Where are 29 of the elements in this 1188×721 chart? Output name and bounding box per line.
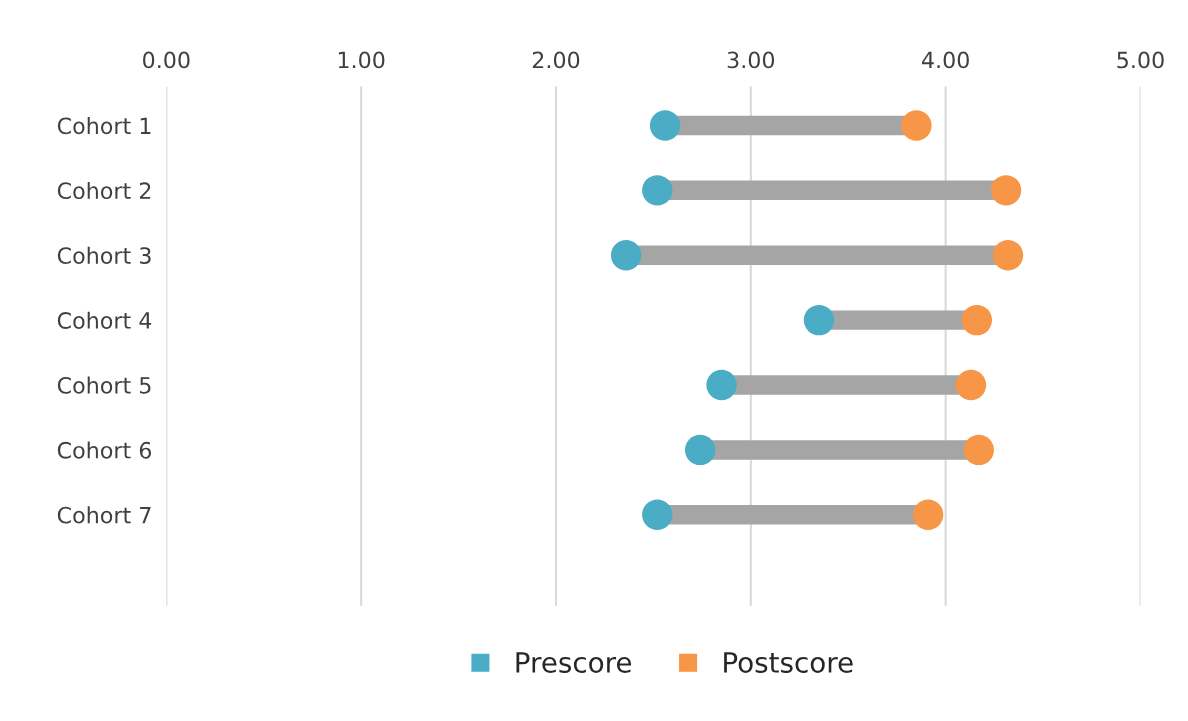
x-tick-label: 1.00 [338, 51, 385, 69]
legend-label: Prescore [516, 652, 632, 673]
x-tick-label: 5.00 [1117, 51, 1164, 69]
x-tick-label: 3.00 [727, 51, 775, 69]
point [642, 175, 673, 206]
y-tick-label: Cohort 7 [57, 506, 151, 524]
y-tick-label: Cohort 5 [57, 376, 151, 394]
y-tick-label: Cohort 4 [57, 311, 152, 329]
point [963, 434, 994, 466]
point [706, 369, 737, 401]
point [649, 110, 681, 141]
point [961, 304, 993, 336]
point [955, 369, 987, 401]
x-tick-label: 4.00 [922, 51, 969, 69]
point [990, 175, 1022, 206]
point [803, 304, 835, 336]
point [992, 240, 1024, 271]
point [684, 434, 716, 466]
y-tick-label: Cohort 3 [57, 246, 151, 264]
y-tick-label: Cohort 2 [57, 181, 151, 200]
y-tick-label: Cohort 6 [57, 441, 152, 459]
y-tick-label: Cohort 1 [57, 117, 151, 135]
legend-label: Postscore [724, 652, 853, 673]
point [642, 499, 673, 531]
point [901, 110, 932, 141]
point [912, 499, 944, 531]
x-tick-label: 2.00 [532, 51, 580, 69]
point [610, 240, 642, 271]
x-tick-label: 0.00 [143, 51, 190, 69]
